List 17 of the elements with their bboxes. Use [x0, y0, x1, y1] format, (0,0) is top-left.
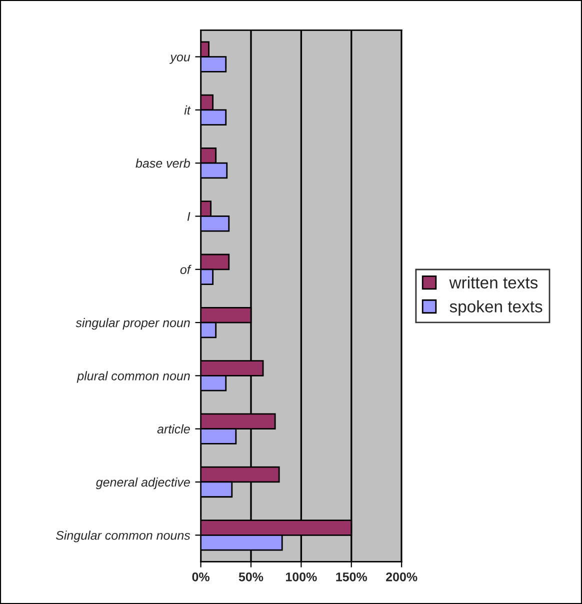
y-tick-label: singular proper noun	[76, 318, 190, 330]
x-tick-label: 100%	[286, 572, 317, 582]
y-tick-label: you	[170, 54, 190, 64]
y-tick-label: base verb	[136, 158, 190, 168]
y-tick-label: it	[184, 105, 191, 115]
y-tick-label: Singular common nouns	[56, 530, 190, 542]
x-tick-label: 50%	[238, 572, 264, 582]
y-tick-label: of	[180, 264, 192, 274]
x-tick-label: 200%	[386, 572, 418, 582]
y-tick-label: general adjective	[96, 477, 190, 490]
legend-label: written texts	[449, 276, 538, 288]
y-tick-label: I	[187, 212, 190, 221]
x-tick-label: 150%	[336, 572, 368, 582]
y-tick-label: plural common noun	[76, 371, 190, 383]
legend-label: spoken texts	[450, 300, 542, 316]
y-tick-label: article	[157, 424, 190, 434]
x-tick-label: 0%	[192, 572, 210, 582]
